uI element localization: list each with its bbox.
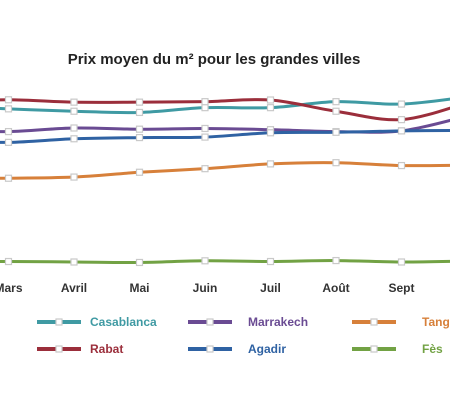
x-axis-ticks: MarsAvrilMaiJuinJuilAoûtSeptO — [0, 281, 415, 295]
data-point — [135, 258, 144, 267]
data-point — [397, 100, 406, 108]
data-point — [70, 98, 78, 106]
data-point — [397, 116, 406, 124]
chart-title: Prix moyen du m² pour les grandes villes — [68, 51, 361, 68]
x-tick-label: Mai — [129, 281, 149, 295]
series-line — [0, 97, 450, 115]
data-point — [332, 107, 340, 115]
data-point — [4, 105, 13, 113]
data-point — [266, 129, 275, 137]
legend-label: Tang — [422, 315, 450, 329]
data-point — [201, 98, 209, 106]
series-line — [0, 161, 450, 180]
data-point — [70, 124, 78, 132]
series-agadir — [0, 127, 450, 146]
data-point — [135, 168, 144, 176]
legend-item: Tang — [352, 315, 450, 329]
data-point — [332, 159, 340, 167]
data-point — [266, 160, 275, 168]
data-point — [397, 127, 406, 135]
legend-marker — [206, 345, 214, 353]
data-point — [135, 108, 144, 117]
data-point — [266, 257, 275, 266]
legend-marker — [370, 318, 378, 326]
series-tanger — [0, 159, 450, 182]
data-point — [135, 98, 144, 106]
series-rabat — [0, 96, 450, 124]
data-point — [201, 257, 209, 265]
series-line — [0, 128, 450, 144]
legend-label: Fès — [422, 342, 443, 356]
data-point — [4, 174, 13, 182]
legend-item: Agadir — [188, 342, 286, 356]
x-tick-label: Sept — [388, 281, 414, 295]
legend-marker — [206, 318, 214, 326]
legend-label: Marrakech — [248, 315, 308, 329]
data-point — [70, 173, 78, 181]
data-point — [70, 107, 78, 115]
data-point — [135, 133, 144, 142]
data-point — [4, 138, 13, 146]
legend-item: Rabat — [37, 342, 123, 356]
x-tick-label: Juil — [260, 281, 281, 295]
data-point — [201, 124, 209, 133]
x-tick-label: Avril — [61, 281, 87, 295]
data-point — [135, 125, 144, 133]
data-point — [332, 128, 340, 136]
series-casablanca — [0, 97, 450, 117]
legend-item: Marrakech — [188, 315, 308, 329]
legend-marker — [55, 345, 63, 353]
data-point — [4, 127, 13, 136]
data-point — [70, 258, 78, 266]
data-point — [397, 161, 406, 170]
legend-label: Rabat — [90, 342, 123, 356]
data-point — [4, 257, 13, 266]
legend-item: Casablanca — [37, 315, 157, 329]
legend-marker — [370, 345, 378, 353]
legend-marker — [55, 318, 63, 326]
series-line — [0, 259, 450, 265]
data-point — [4, 96, 13, 104]
data-point — [201, 104, 209, 112]
legend: Casablanca Marrakech Tang Rabat Agadir Fès — [37, 315, 450, 356]
data-point — [332, 98, 340, 106]
data-point — [266, 104, 275, 112]
data-point — [332, 256, 340, 265]
x-tick-label: Mars — [0, 281, 23, 295]
legend-label: Agadir — [248, 342, 286, 356]
data-point — [70, 135, 78, 143]
data-point — [266, 96, 275, 104]
legend-item: Fès — [352, 342, 443, 356]
x-tick-label: Juin — [193, 281, 218, 295]
series-layer — [0, 96, 450, 267]
legend-label: Casablanca — [90, 315, 157, 329]
data-point — [201, 133, 209, 141]
data-point — [397, 258, 406, 266]
x-tick-label: Août — [322, 281, 349, 295]
series-fès — [0, 256, 450, 267]
data-point — [201, 165, 209, 173]
